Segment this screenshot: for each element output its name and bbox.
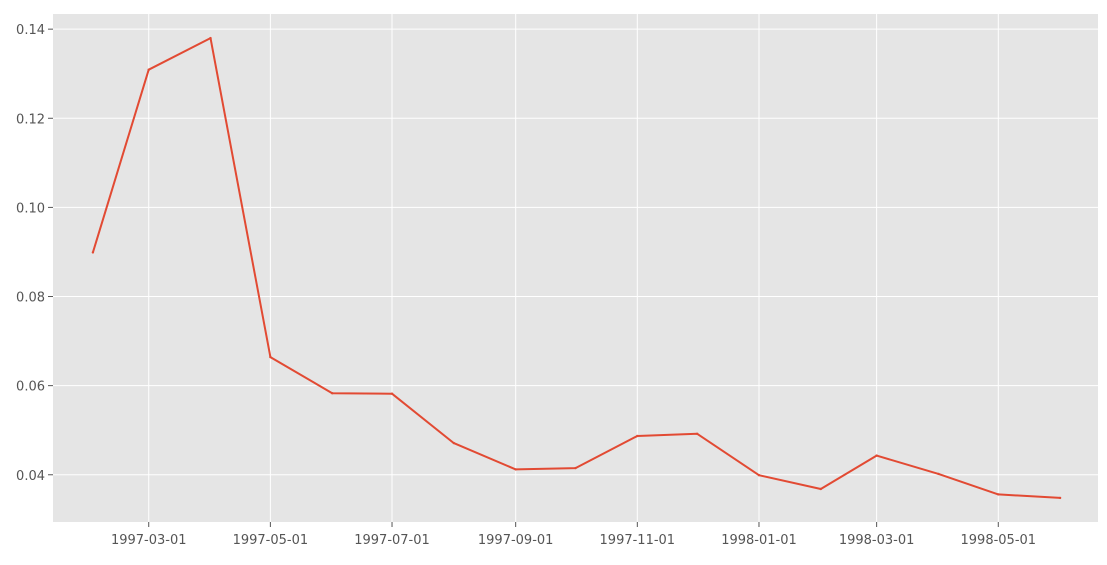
data-point: [1058, 496, 1062, 500]
x-tick-label: 1997-07-01: [354, 533, 430, 548]
x-tick-label: 1997-05-01: [233, 533, 309, 548]
data-point: [997, 493, 1000, 496]
grid: [53, 14, 1098, 522]
data-point: [574, 466, 577, 470]
x-tick-label: 1997-11-01: [600, 533, 676, 548]
data-point: [514, 468, 517, 471]
y-tick-label: 0.08: [16, 291, 45, 306]
x-tick-label: 1997-09-01: [478, 533, 554, 548]
y-tick-label: 0.04: [16, 469, 45, 484]
data-point: [331, 392, 334, 395]
x-tick-label: 1998-05-01: [961, 533, 1037, 548]
data-point: [390, 392, 394, 395]
x-tick-label: 1997-03-01: [111, 533, 187, 548]
series-group: [91, 36, 1062, 500]
y-tick-label: 0.10: [16, 201, 45, 216]
data-point: [757, 474, 761, 477]
plot-background: [53, 14, 1098, 522]
data-point: [452, 441, 455, 445]
data-point: [636, 434, 639, 438]
y-tick-label: 0.14: [16, 23, 45, 38]
data-point: [91, 251, 95, 254]
x-tick-label: 1998-03-01: [839, 533, 915, 548]
y-tick-label: 0.12: [16, 112, 45, 127]
data-point: [819, 487, 822, 491]
data-point: [209, 36, 212, 40]
data-point: [696, 432, 699, 435]
data-point: [875, 454, 878, 457]
data-point: [937, 472, 940, 476]
axis-ticks: 0.04 0.06 0.08 0.10 0.12 0.14 1997-03-01 1997-0…: [16, 23, 1036, 548]
data-point: [147, 68, 150, 71]
data-point: [269, 355, 272, 359]
x-tick-label: 1998-01-01: [721, 533, 797, 548]
y-tick-label: 0.06: [16, 380, 45, 395]
